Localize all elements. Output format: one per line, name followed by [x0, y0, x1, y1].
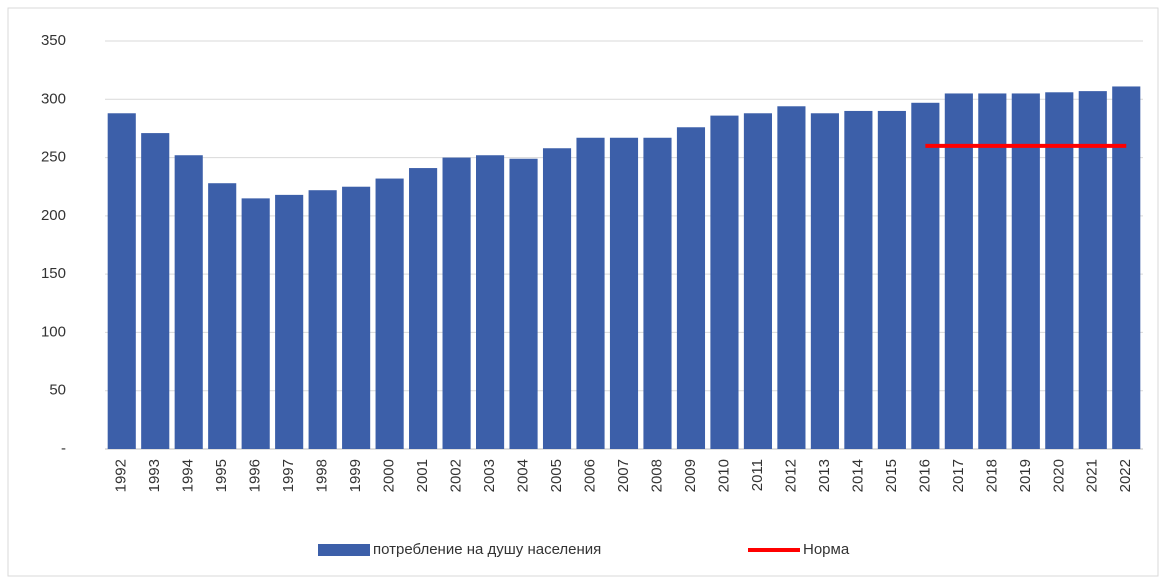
- bar: [777, 106, 806, 449]
- x-tick-label: 2010: [715, 459, 732, 492]
- x-tick-label: 1999: [347, 459, 364, 492]
- bar: [911, 102, 940, 449]
- y-tick-label: 250: [41, 149, 66, 166]
- chart-border: [7, 7, 1159, 577]
- x-tick-label: 2022: [1117, 459, 1134, 492]
- x-tick-label: 2001: [414, 459, 431, 492]
- x-tick-label: 2021: [1084, 459, 1101, 492]
- x-tick-label: 1994: [180, 459, 197, 492]
- bar: [442, 157, 471, 450]
- bar: [1011, 93, 1040, 449]
- x-tick-label: 2005: [548, 459, 565, 492]
- bar: [1112, 86, 1141, 449]
- x-tick-label: 2006: [581, 459, 598, 492]
- bar: [542, 148, 572, 449]
- bar: [576, 137, 605, 450]
- x-tick-label: 1997: [280, 459, 297, 492]
- x-tick-label: 2014: [849, 459, 866, 492]
- x-tick-label: 2015: [883, 459, 900, 492]
- x-tick-label: 2004: [515, 459, 532, 492]
- x-tick-label: 2003: [481, 459, 498, 492]
- bar: [978, 93, 1007, 449]
- y-tick-label: 300: [41, 90, 66, 107]
- bar: [342, 186, 371, 449]
- bar: [676, 127, 706, 450]
- bar: [609, 137, 639, 450]
- bar: [1045, 92, 1074, 449]
- x-tick-label: 2002: [448, 459, 465, 492]
- bar: [844, 110, 873, 449]
- bar: [643, 137, 672, 450]
- x-tick-label: 2008: [648, 459, 665, 492]
- y-tick-label: -: [61, 440, 66, 457]
- bar: [208, 183, 237, 449]
- bar: [409, 168, 438, 449]
- x-tick-label: 2013: [816, 459, 833, 492]
- bar: [107, 113, 136, 449]
- x-tick-label: 2009: [682, 459, 699, 492]
- x-tick-label: 2017: [950, 459, 967, 492]
- bar: [1078, 91, 1107, 449]
- x-tick-label: 2018: [983, 459, 1000, 492]
- x-tick-label: 2019: [1017, 459, 1034, 492]
- y-tick-label: 200: [41, 207, 66, 224]
- bar: [509, 158, 538, 450]
- y-tick-label: 50: [49, 382, 66, 399]
- x-tick-label: 1993: [146, 459, 163, 492]
- x-tick-label: 2012: [782, 459, 799, 492]
- bar: [174, 155, 203, 450]
- x-tick-label: 2020: [1050, 459, 1067, 492]
- x-tick-label: 1992: [113, 459, 130, 492]
- x-tick-label: 1998: [314, 459, 331, 492]
- x-tick-label: 2011: [749, 459, 766, 491]
- y-tick-label: 100: [41, 323, 66, 340]
- y-tick-label: 350: [41, 32, 66, 49]
- legend-swatch: [318, 544, 370, 556]
- x-tick-label: 2000: [381, 459, 398, 492]
- bar: [476, 155, 505, 450]
- bar: [241, 198, 270, 449]
- legend-label: потребление на душу населения: [373, 541, 601, 558]
- bar: [877, 110, 906, 449]
- x-tick-label: 2016: [916, 459, 933, 492]
- bar: [308, 190, 337, 449]
- x-tick-label: 1995: [213, 459, 230, 492]
- bar: [810, 113, 839, 449]
- bar: [275, 194, 304, 449]
- bar: [375, 178, 404, 449]
- bar: [710, 115, 739, 449]
- x-tick-label: 1996: [247, 459, 264, 492]
- bar: [141, 133, 170, 449]
- y-tick-label: 150: [41, 265, 66, 282]
- x-tick-label: 2007: [615, 459, 632, 492]
- bar: [743, 113, 772, 449]
- legend-label: Норма: [803, 541, 850, 558]
- bar: [944, 93, 973, 449]
